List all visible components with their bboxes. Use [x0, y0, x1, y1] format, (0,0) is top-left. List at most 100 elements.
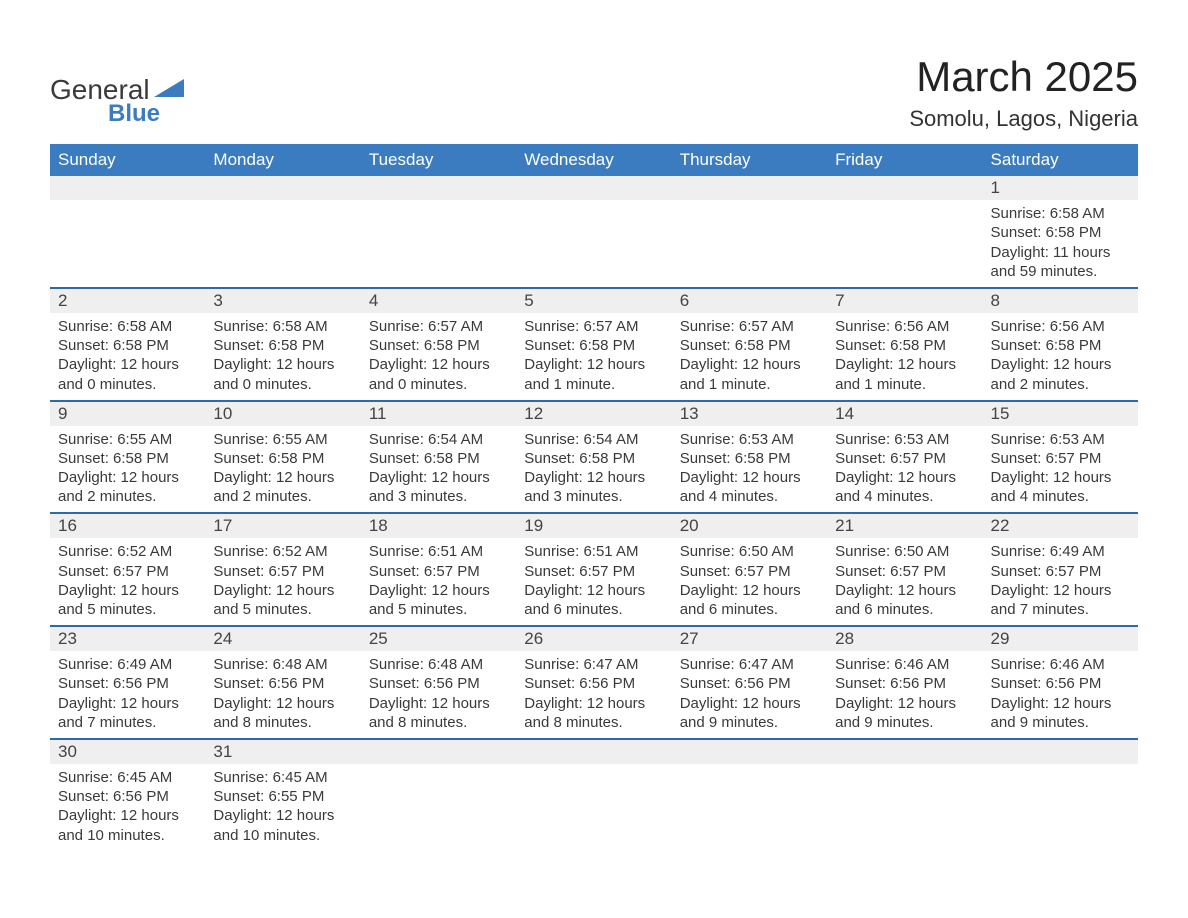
- sunrise-text: Sunrise: 6:52 AM: [213, 542, 352, 561]
- page-subtitle: Somolu, Lagos, Nigeria: [909, 106, 1138, 132]
- calendar-week-number-row: 16171819202122: [50, 513, 1138, 538]
- sunset-text: Sunset: 6:57 PM: [991, 449, 1130, 468]
- sunrise-text: Sunrise: 6:58 AM: [58, 317, 197, 336]
- sunrise-text: Sunrise: 6:57 AM: [524, 317, 663, 336]
- sunset-text: Sunset: 6:58 PM: [680, 449, 819, 468]
- daylight-text: Daylight: 12 hours and 5 minutes.: [58, 581, 197, 619]
- day-number-cell: 12: [516, 401, 671, 426]
- calendar-week-details-row: Sunrise: 6:49 AMSunset: 6:56 PMDaylight:…: [50, 651, 1138, 739]
- day-number-cell: 1: [983, 176, 1138, 200]
- sunset-text: Sunset: 6:56 PM: [213, 674, 352, 693]
- sunrise-text: Sunrise: 6:52 AM: [58, 542, 197, 561]
- day-number-cell: [50, 176, 205, 200]
- daylight-text: Daylight: 12 hours and 2 minutes.: [991, 355, 1130, 393]
- sunrise-text: Sunrise: 6:45 AM: [58, 768, 197, 787]
- day-details-cell: [672, 764, 827, 851]
- daylight-text: Daylight: 12 hours and 8 minutes.: [524, 694, 663, 732]
- daylight-text: Daylight: 11 hours and 59 minutes.: [991, 243, 1130, 281]
- day-details-cell: [516, 200, 671, 288]
- day-details-cell: Sunrise: 6:58 AMSunset: 6:58 PMDaylight:…: [205, 313, 360, 401]
- sunrise-text: Sunrise: 6:46 AM: [835, 655, 974, 674]
- calendar-week-details-row: Sunrise: 6:58 AMSunset: 6:58 PMDaylight:…: [50, 200, 1138, 288]
- day-number-cell: 19: [516, 513, 671, 538]
- daylight-text: Daylight: 12 hours and 10 minutes.: [58, 806, 197, 844]
- day-details-cell: Sunrise: 6:57 AMSunset: 6:58 PMDaylight:…: [361, 313, 516, 401]
- day-number-cell: 18: [361, 513, 516, 538]
- brand-logo: General Blue: [50, 54, 184, 126]
- day-details-cell: Sunrise: 6:46 AMSunset: 6:56 PMDaylight:…: [983, 651, 1138, 739]
- day-details-cell: Sunrise: 6:55 AMSunset: 6:58 PMDaylight:…: [205, 426, 360, 514]
- day-number-cell: 28: [827, 626, 982, 651]
- day-details-cell: [672, 200, 827, 288]
- day-number-cell: [827, 176, 982, 200]
- day-details-cell: Sunrise: 6:53 AMSunset: 6:57 PMDaylight:…: [983, 426, 1138, 514]
- day-number-cell: [827, 739, 982, 764]
- day-number-cell: 25: [361, 626, 516, 651]
- sunset-text: Sunset: 6:58 PM: [991, 223, 1130, 242]
- sunrise-text: Sunrise: 6:53 AM: [835, 430, 974, 449]
- daylight-text: Daylight: 12 hours and 9 minutes.: [680, 694, 819, 732]
- sunset-text: Sunset: 6:57 PM: [835, 449, 974, 468]
- day-number-cell: 26: [516, 626, 671, 651]
- day-details-cell: Sunrise: 6:57 AMSunset: 6:58 PMDaylight:…: [672, 313, 827, 401]
- calendar-week-details-row: Sunrise: 6:52 AMSunset: 6:57 PMDaylight:…: [50, 538, 1138, 626]
- weekday-header: Saturday: [983, 144, 1138, 176]
- calendar-header-row: Sunday Monday Tuesday Wednesday Thursday…: [50, 144, 1138, 176]
- daylight-text: Daylight: 12 hours and 4 minutes.: [835, 468, 974, 506]
- day-details-cell: Sunrise: 6:52 AMSunset: 6:57 PMDaylight:…: [205, 538, 360, 626]
- day-details-cell: Sunrise: 6:45 AMSunset: 6:55 PMDaylight:…: [205, 764, 360, 851]
- daylight-text: Daylight: 12 hours and 0 minutes.: [213, 355, 352, 393]
- weekday-header: Wednesday: [516, 144, 671, 176]
- sunrise-text: Sunrise: 6:46 AM: [991, 655, 1130, 674]
- sunset-text: Sunset: 6:58 PM: [58, 336, 197, 355]
- sunrise-text: Sunrise: 6:48 AM: [213, 655, 352, 674]
- sunset-text: Sunset: 6:58 PM: [369, 449, 508, 468]
- weekday-header: Sunday: [50, 144, 205, 176]
- sunset-text: Sunset: 6:56 PM: [524, 674, 663, 693]
- sunrise-text: Sunrise: 6:58 AM: [213, 317, 352, 336]
- calendar-page: General Blue March 2025 Somolu, Lagos, N…: [0, 0, 1188, 911]
- day-details-cell: Sunrise: 6:47 AMSunset: 6:56 PMDaylight:…: [672, 651, 827, 739]
- day-details-cell: Sunrise: 6:54 AMSunset: 6:58 PMDaylight:…: [516, 426, 671, 514]
- sunrise-text: Sunrise: 6:51 AM: [369, 542, 508, 561]
- day-details-cell: Sunrise: 6:49 AMSunset: 6:57 PMDaylight:…: [983, 538, 1138, 626]
- daylight-text: Daylight: 12 hours and 2 minutes.: [58, 468, 197, 506]
- day-details-cell: [50, 200, 205, 288]
- day-details-cell: [361, 200, 516, 288]
- calendar-week-number-row: 9101112131415: [50, 401, 1138, 426]
- sunset-text: Sunset: 6:58 PM: [524, 336, 663, 355]
- day-number-cell: 23: [50, 626, 205, 651]
- logo-mark-icon: [154, 79, 184, 99]
- sunrise-text: Sunrise: 6:58 AM: [991, 204, 1130, 223]
- day-number-cell: 27: [672, 626, 827, 651]
- day-number-cell: 29: [983, 626, 1138, 651]
- logo-text-blue: Blue: [108, 102, 184, 126]
- day-details-cell: Sunrise: 6:48 AMSunset: 6:56 PMDaylight:…: [205, 651, 360, 739]
- day-number-cell: 3: [205, 288, 360, 313]
- day-number-cell: 10: [205, 401, 360, 426]
- daylight-text: Daylight: 12 hours and 9 minutes.: [991, 694, 1130, 732]
- sunrise-text: Sunrise: 6:55 AM: [58, 430, 197, 449]
- day-number-cell: 8: [983, 288, 1138, 313]
- title-block: March 2025 Somolu, Lagos, Nigeria: [909, 54, 1138, 132]
- day-details-cell: [205, 200, 360, 288]
- day-details-cell: Sunrise: 6:48 AMSunset: 6:56 PMDaylight:…: [361, 651, 516, 739]
- day-details-cell: [827, 200, 982, 288]
- daylight-text: Daylight: 12 hours and 1 minute.: [680, 355, 819, 393]
- weekday-header: Tuesday: [361, 144, 516, 176]
- sunrise-text: Sunrise: 6:56 AM: [991, 317, 1130, 336]
- sunset-text: Sunset: 6:56 PM: [58, 787, 197, 806]
- sunrise-text: Sunrise: 6:50 AM: [835, 542, 974, 561]
- daylight-text: Daylight: 12 hours and 6 minutes.: [835, 581, 974, 619]
- sunrise-text: Sunrise: 6:57 AM: [369, 317, 508, 336]
- weekday-header: Friday: [827, 144, 982, 176]
- daylight-text: Daylight: 12 hours and 9 minutes.: [835, 694, 974, 732]
- daylight-text: Daylight: 12 hours and 4 minutes.: [680, 468, 819, 506]
- day-number-cell: 30: [50, 739, 205, 764]
- calendar-week-number-row: 23242526272829: [50, 626, 1138, 651]
- day-number-cell: 16: [50, 513, 205, 538]
- daylight-text: Daylight: 12 hours and 1 minute.: [835, 355, 974, 393]
- daylight-text: Daylight: 12 hours and 8 minutes.: [213, 694, 352, 732]
- day-number-cell: [205, 176, 360, 200]
- daylight-text: Daylight: 12 hours and 7 minutes.: [58, 694, 197, 732]
